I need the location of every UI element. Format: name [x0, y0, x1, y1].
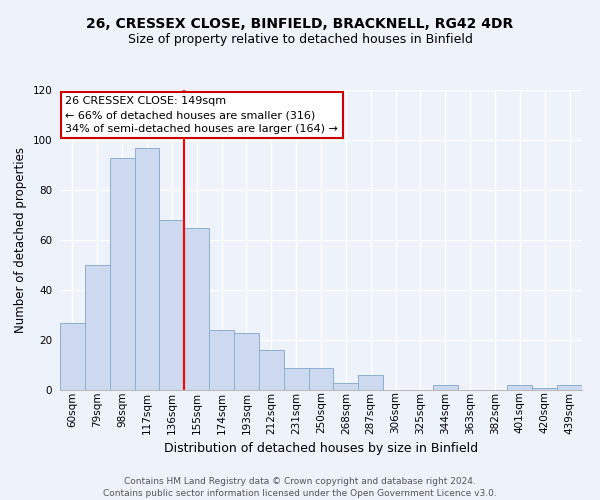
Text: 26 CRESSEX CLOSE: 149sqm
← 66% of detached houses are smaller (316)
34% of semi-: 26 CRESSEX CLOSE: 149sqm ← 66% of detach… [65, 96, 338, 134]
Bar [209, 330, 234, 390]
Bar [284, 368, 308, 390]
Text: 26, CRESSEX CLOSE, BINFIELD, BRACKNELL, RG42 4DR: 26, CRESSEX CLOSE, BINFIELD, BRACKNELL, … [86, 18, 514, 32]
Bar [508, 385, 532, 390]
Text: Contains public sector information licensed under the Open Government Licence v3: Contains public sector information licen… [103, 489, 497, 498]
Bar [134, 148, 160, 390]
Text: Size of property relative to detached houses in Binfield: Size of property relative to detached ho… [128, 32, 472, 46]
Bar [184, 228, 209, 390]
Bar [259, 350, 284, 390]
Bar [334, 382, 358, 390]
X-axis label: Distribution of detached houses by size in Binfield: Distribution of detached houses by size … [164, 442, 478, 455]
Bar [358, 375, 383, 390]
Bar [532, 388, 557, 390]
Bar [60, 322, 85, 390]
Bar [85, 265, 110, 390]
Bar [557, 385, 582, 390]
Bar [234, 332, 259, 390]
Text: Contains HM Land Registry data © Crown copyright and database right 2024.: Contains HM Land Registry data © Crown c… [124, 478, 476, 486]
Bar [110, 158, 134, 390]
Bar [433, 385, 458, 390]
Bar [160, 220, 184, 390]
Y-axis label: Number of detached properties: Number of detached properties [14, 147, 27, 333]
Bar [308, 368, 334, 390]
